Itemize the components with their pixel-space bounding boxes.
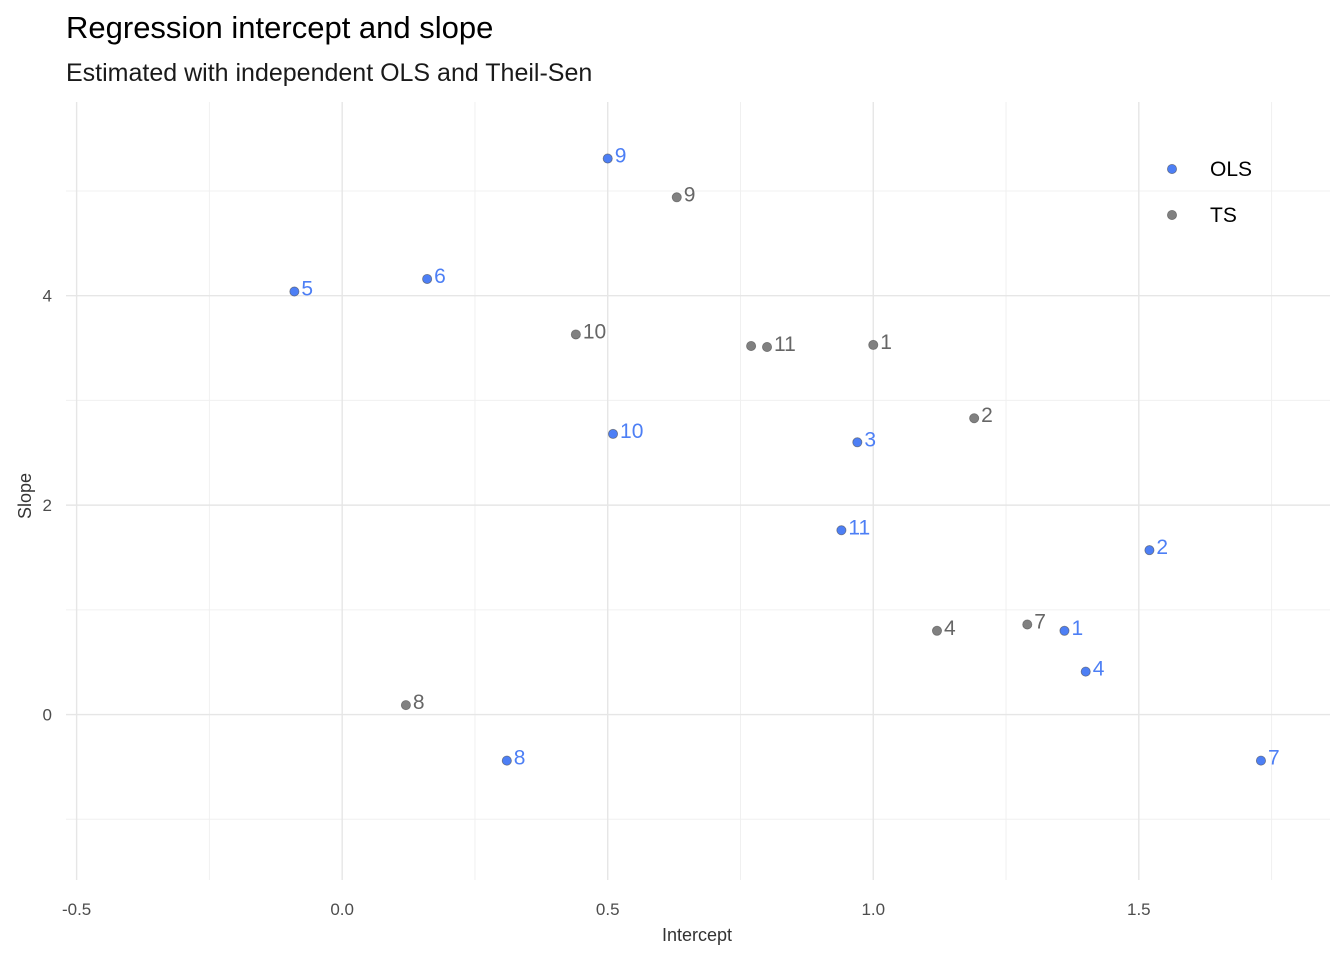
y-tick-label: 0 (43, 706, 52, 725)
data-label: 7 (1268, 747, 1280, 770)
y-tick-label: 4 (43, 287, 52, 306)
data-label: 10 (620, 420, 643, 443)
data-label: 2 (981, 404, 993, 427)
x-tick-label: 1.5 (1127, 900, 1151, 919)
data-label: 4 (1093, 658, 1105, 681)
data-point (422, 273, 433, 284)
x-axis-title: Intercept (662, 925, 732, 945)
data-point (1255, 755, 1266, 766)
x-tick-label: 0.0 (330, 900, 354, 919)
y-tick-label: 2 (43, 496, 52, 515)
legend-key (1167, 163, 1178, 174)
data-point (570, 329, 581, 340)
chart-subtitle: Estimated with independent OLS and Theil… (66, 59, 593, 87)
grid-lines (66, 102, 1330, 880)
data-point (289, 286, 300, 297)
y-axis-title: Slope (15, 473, 35, 519)
data-point (501, 755, 512, 766)
chart-title: Regression intercept and slope (66, 10, 494, 45)
legend: OLS TS (1167, 158, 1252, 227)
legend-key (1167, 209, 1178, 220)
data-point (1059, 625, 1070, 636)
data-label: 8 (413, 691, 425, 714)
data-label: 10 (583, 320, 606, 343)
series-ts: 1 2 4 7 8 9 10 11 (400, 183, 1046, 714)
data-label: 9 (615, 145, 627, 168)
data-point (762, 342, 773, 353)
x-tick-label: 0.5 (596, 900, 620, 919)
axis-ticks: -0.5 0.0 0.5 1.0 1.5 0 2 4 (43, 287, 1151, 919)
data-label: 11 (774, 333, 796, 356)
data-label: 11 (848, 516, 870, 539)
data-label: 1 (1071, 617, 1083, 640)
data-label: 6 (434, 265, 446, 288)
data-label: 4 (944, 617, 956, 640)
data-label: 1 (880, 331, 892, 354)
data-label: 9 (684, 183, 696, 206)
series-ols: 1 2 3 4 5 6 7 8 9 10 11 (289, 145, 1280, 770)
data-point (969, 413, 980, 424)
data-label: 8 (514, 747, 526, 770)
data-point (746, 340, 757, 351)
data-point (931, 625, 942, 636)
data-label: 3 (864, 428, 876, 451)
data-label: 2 (1156, 536, 1168, 559)
x-tick-label: 1.0 (861, 900, 885, 919)
legend-label: OLS (1210, 158, 1252, 181)
data-point (602, 153, 613, 164)
data-point (868, 339, 879, 350)
data-point (400, 700, 411, 711)
data-label: 7 (1034, 611, 1046, 634)
data-point (608, 428, 619, 439)
data-point (852, 437, 863, 448)
x-tick-label: -0.5 (62, 900, 91, 919)
data-label: 5 (301, 278, 313, 301)
data-point (671, 192, 682, 203)
data-point (1080, 666, 1091, 677)
data-point (1022, 619, 1033, 630)
data-point (836, 525, 847, 536)
legend-label: TS (1210, 204, 1237, 227)
data-point (1144, 545, 1155, 556)
